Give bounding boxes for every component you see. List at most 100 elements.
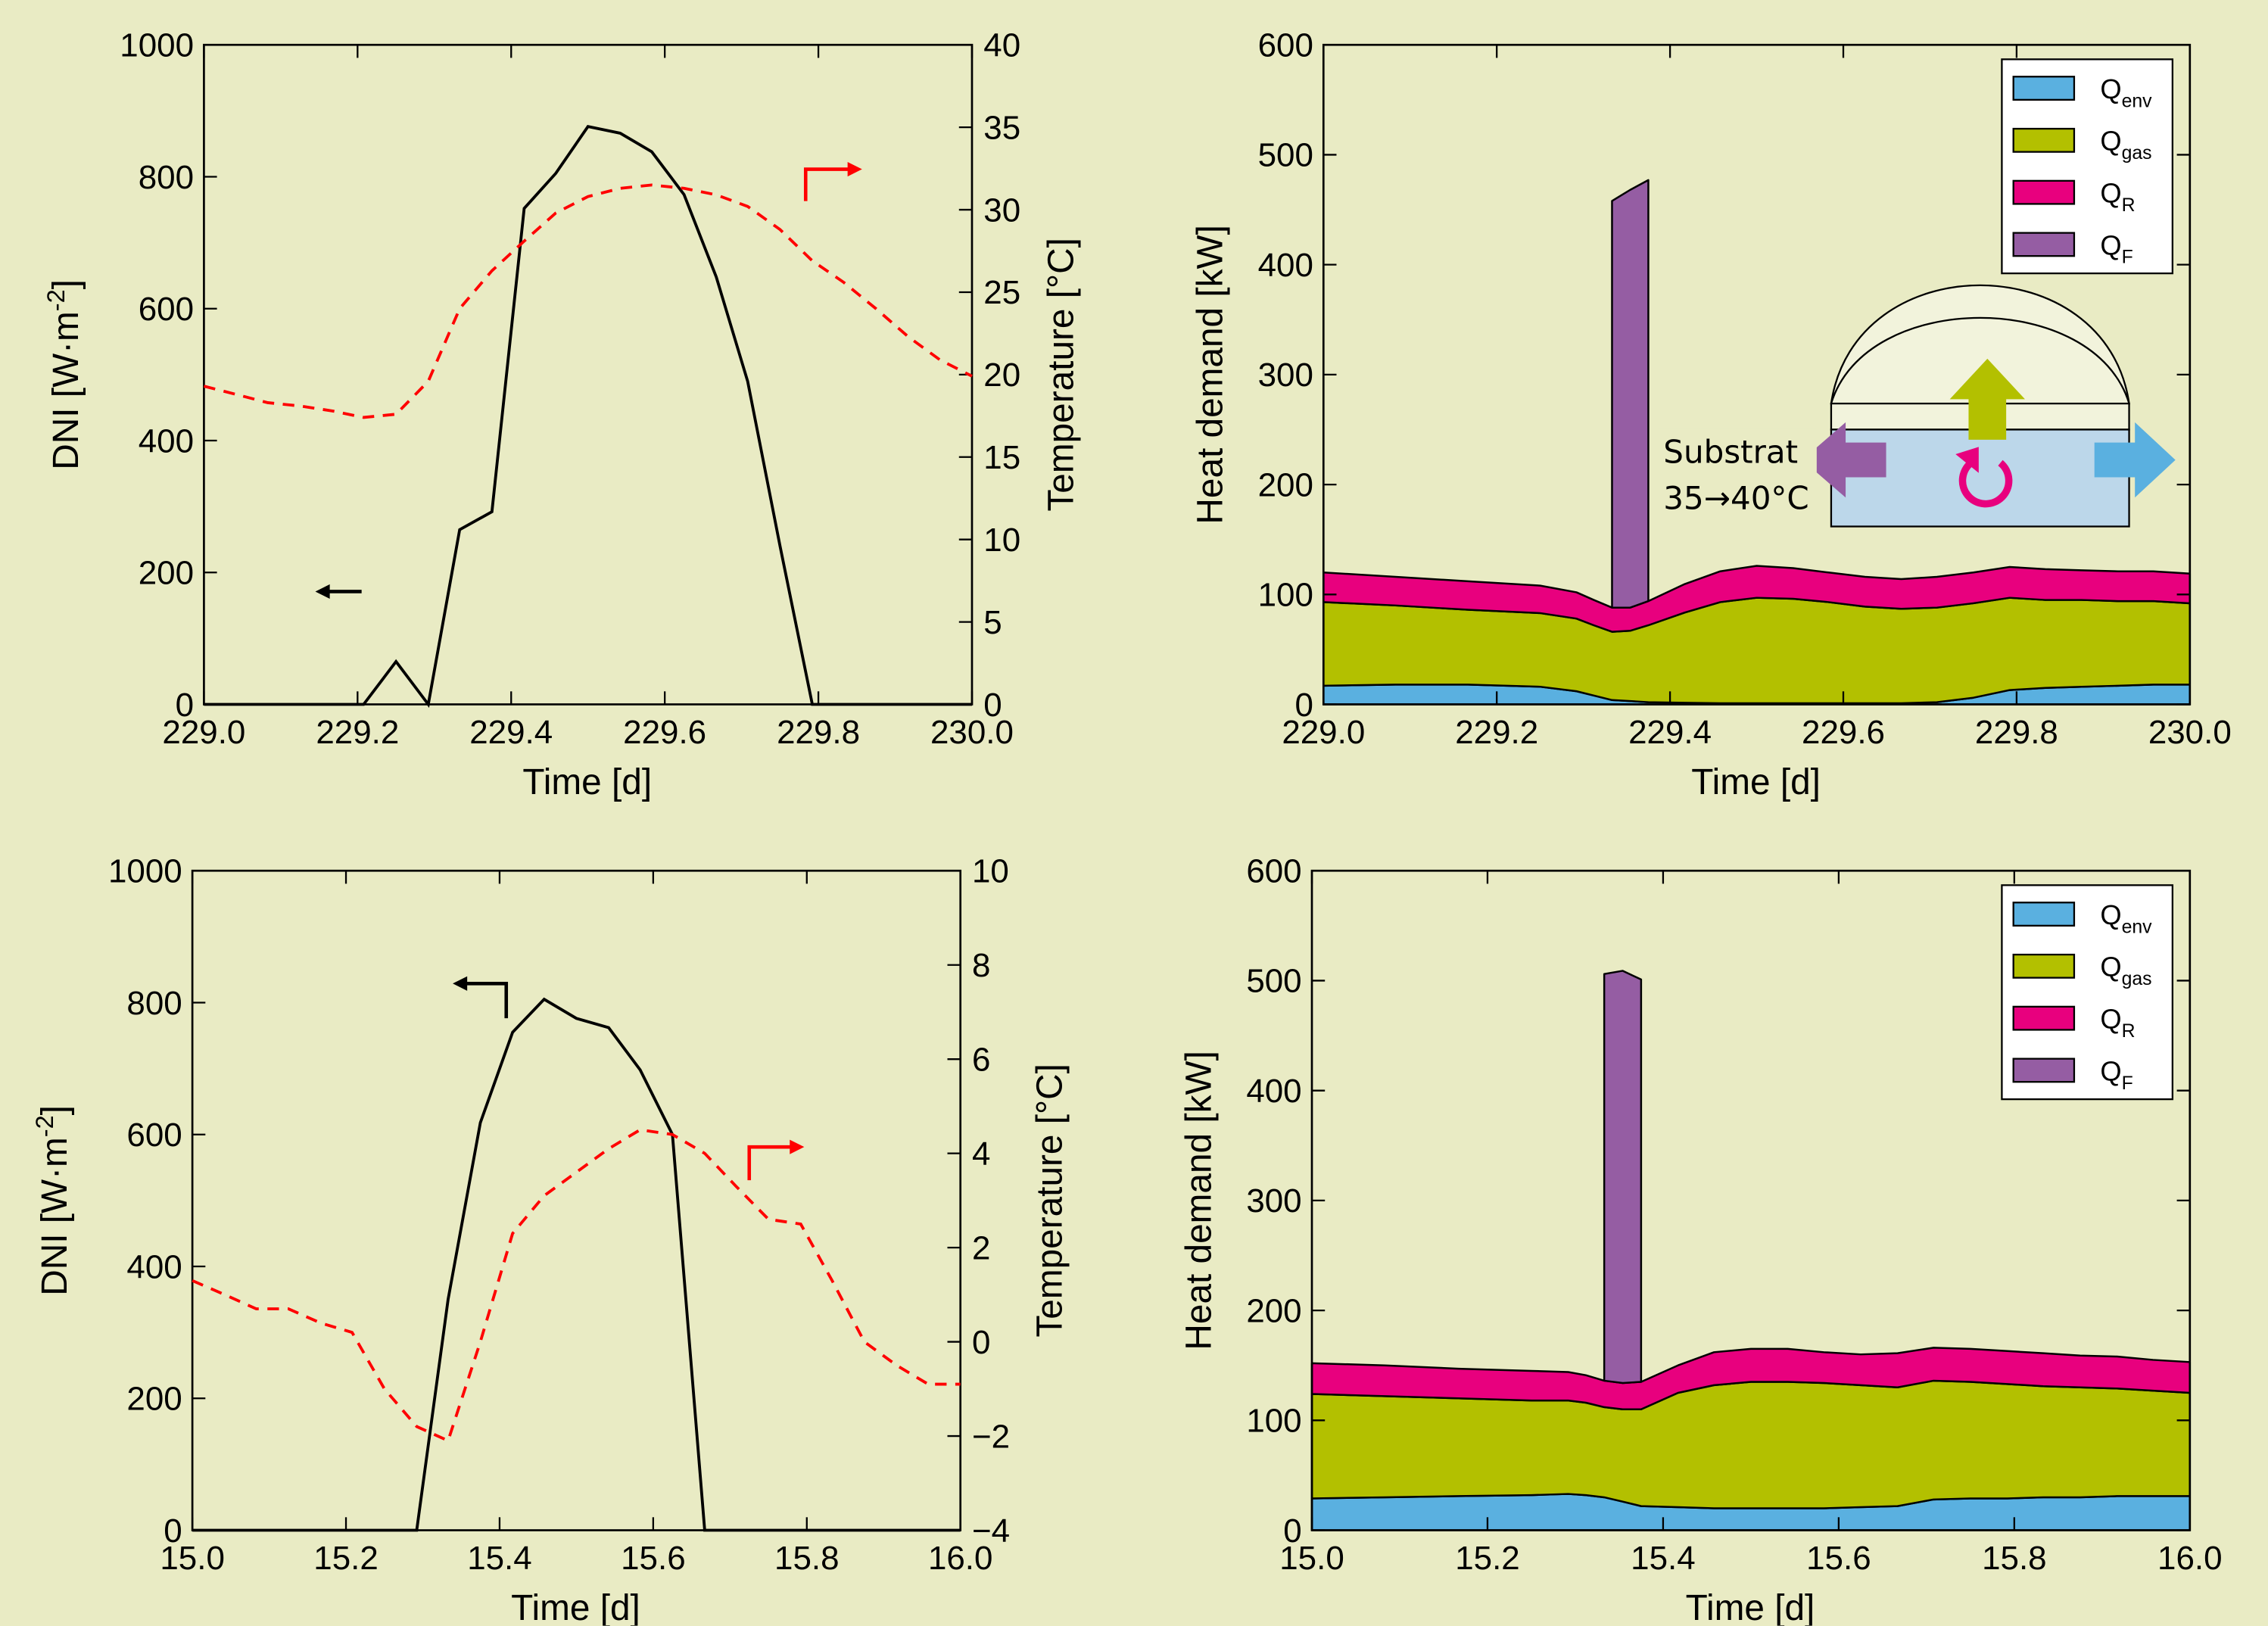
x-tick-label: 15.6 (1806, 1540, 1871, 1577)
area-q-F (1611, 179, 1650, 609)
y-axis-label: Heat demand [kW] (1191, 225, 1231, 524)
legend-swatch-q-gas (2012, 127, 2076, 153)
y-tick-label: 600 (139, 291, 194, 328)
y2-tick-label: 2 (972, 1229, 990, 1266)
y2-tick-label: 8 (972, 947, 990, 984)
y2-tick-label: 6 (972, 1041, 990, 1078)
y-tick-label: 400 (1246, 1073, 1301, 1110)
y-tick-label: 800 (126, 985, 182, 1022)
x-tick-label: 16.0 (2157, 1540, 2223, 1577)
reaction-heat-circle (1958, 458, 2013, 508)
x-tick-label: 229.6 (623, 714, 706, 751)
x-tick-label: 15.4 (1631, 1540, 1696, 1577)
y-tick-label: 500 (1258, 137, 1313, 174)
legend-label-q-env: Qenv (2100, 899, 2152, 937)
y-tick-label: 0 (1294, 687, 1313, 724)
tick-marks (191, 870, 961, 1531)
y-tick-labels: 0 100 200 300 400 500 600 (1246, 853, 1301, 1550)
x-axis-label: Time [d] (511, 1588, 640, 1626)
x-tick-label: 230.0 (930, 714, 1014, 751)
chart-heat-demand-winter: 15.0 15.2 15.4 15.6 15.8 16.0 0 100 200 300 400 50… (1179, 853, 2222, 1626)
y2-tick-label: 20 (983, 357, 1020, 394)
x-tick-label: 15.4 (467, 1540, 532, 1577)
legend-label-q-F: QF (2100, 1055, 2132, 1093)
series-group (203, 125, 973, 709)
env-heat-arrow (2094, 422, 2176, 498)
y-tick-label: 300 (1246, 1182, 1301, 1220)
x-tick-label: 229.4 (1628, 714, 1712, 751)
y-tick-label: 0 (176, 687, 194, 724)
y2-tick-label: 15 (983, 439, 1020, 476)
y-tick-labels: 0 100 200 300 400 500 600 (1258, 27, 1313, 724)
feed-heat-arrow (1802, 422, 1886, 498)
y-tick-label: 1000 (108, 853, 182, 890)
tick-marks (1322, 44, 2191, 706)
legend-label-q-F: QF (2100, 229, 2132, 267)
label-backdrop (1657, 428, 1817, 521)
plot-frame (191, 869, 962, 1531)
legend-swatch-q-F (2012, 1058, 2076, 1083)
y2-tick-label: 10 (972, 853, 1009, 890)
area-q-F (1603, 970, 1643, 1385)
stacked-areas (1310, 970, 2192, 1531)
y-tick-labels: 0 200 400 600 800 1000 (108, 853, 182, 1550)
x-tick-label: 229.0 (1282, 714, 1365, 751)
x-tick-label: 16.0 (928, 1540, 993, 1577)
x-tick-label: 229.8 (777, 714, 860, 751)
y-tick-label: 0 (1283, 1512, 1301, 1550)
y2-tick-label: 40 (983, 27, 1020, 64)
chart-heat-demand-summer: 229.0 229.2 229.4 229.6 229.8 230.0 0 100 200 30… (1191, 27, 2232, 802)
chart-dni-temperature-winter: 15.0 15.2 15.4 15.6 15.8 16.0 0 200 400 600 800 10… (31, 853, 1070, 1626)
x-axis-label: Time [d] (1691, 762, 1821, 802)
x-tick-label: 229.2 (316, 714, 399, 751)
y-tick-labels: 0 200 400 600 800 1000 (120, 27, 194, 724)
legend-swatch-q-F (2012, 232, 2076, 257)
dni-line (192, 997, 961, 1532)
x-tick-label: 229.8 (1975, 714, 2058, 751)
y2-tick-label: 4 (972, 1135, 990, 1173)
x-tick-label: 15.0 (1279, 1540, 1344, 1577)
x-tick-label: 229.0 (162, 714, 245, 751)
y-tick-label: 500 (1246, 963, 1301, 1000)
right-axis-arrowhead (790, 1139, 805, 1154)
left-axis-arrow (464, 981, 509, 1019)
x-tick-labels: 229.0 229.2 229.4 229.6 229.8 230.0 (162, 714, 1014, 751)
y-tick-label: 200 (126, 1381, 182, 1418)
dni-line (204, 125, 972, 709)
y-tick-label: 100 (1246, 1403, 1301, 1440)
legend-label-q-gas: Qgas (2100, 126, 2151, 164)
outer-dome (1830, 284, 2130, 405)
temperature-line (203, 183, 973, 419)
y-tick-label: 400 (139, 422, 194, 459)
y-axis-label: DNI [W·m-2] (31, 1105, 75, 1296)
legend-swatch-q-R (2012, 179, 2076, 205)
area-q-gas (1310, 1379, 2192, 1509)
x-tick-label: 15.2 (313, 1540, 379, 1577)
x-tick-label: 15.8 (1982, 1540, 2047, 1577)
y-tick-label: 400 (126, 1248, 182, 1285)
y-tick-label: 200 (139, 555, 194, 592)
x-tick-label: 15.8 (774, 1540, 840, 1577)
axis-indicator-arrows (315, 161, 862, 600)
y-tick-label: 600 (126, 1117, 182, 1154)
x-tick-label: 15.6 (621, 1540, 686, 1577)
inner-dome (1830, 316, 2130, 404)
left-axis-arrowhead (453, 976, 468, 991)
y2-axis-label: Temperature [°C] (1030, 1064, 1070, 1337)
y-tick-label: 200 (1258, 466, 1313, 503)
x-tick-labels: 15.0 15.2 15.4 15.6 15.8 16.0 (160, 1540, 992, 1577)
y-axis-label: Heat demand [kW] (1179, 1051, 1219, 1350)
y2-tick-label: 5 (983, 604, 1002, 641)
y2-tick-label: −4 (972, 1512, 1010, 1550)
y-tick-label: 600 (1246, 853, 1301, 890)
right-axis-arrow (803, 167, 851, 201)
y2-tick-label: 0 (972, 1324, 990, 1361)
x-tick-label: 15.2 (1455, 1540, 1520, 1577)
x-tick-labels: 229.0 229.2 229.4 229.6 229.8 230.0 (1282, 714, 2231, 751)
y2-tick-labels: 0 5 10 15 20 25 30 35 40 (983, 27, 1020, 724)
legend-swatch-q-gas (2012, 953, 2076, 979)
y2-tick-label: 10 (983, 522, 1020, 559)
x-tick-label: 229.4 (469, 714, 553, 751)
legend-swatch-q-env (2012, 76, 2076, 101)
